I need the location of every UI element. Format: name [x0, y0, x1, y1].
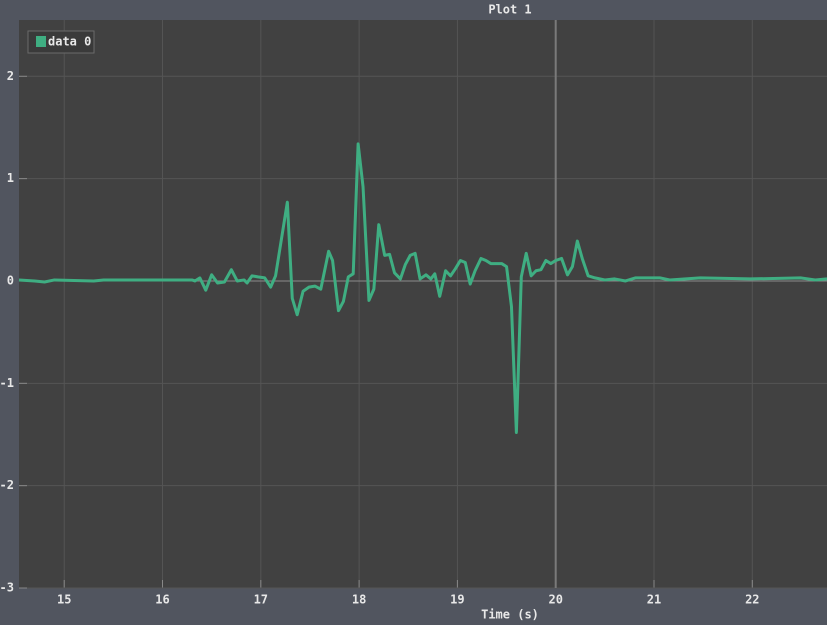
x-tick-label: 17 — [254, 593, 268, 607]
legend-label: data 0 — [48, 35, 91, 49]
y-tick-label: -2 — [0, 478, 14, 492]
x-tick-label: 20 — [548, 593, 562, 607]
chart-title: Plot 1 — [488, 3, 531, 17]
y-tick-label: 1 — [7, 171, 14, 185]
x-tick-label: 22 — [745, 593, 759, 607]
x-tick-label: 18 — [352, 593, 366, 607]
y-tick-label: -3 — [0, 581, 14, 595]
y-tick-label: -1 — [0, 376, 14, 390]
x-tick-label: 16 — [155, 593, 169, 607]
legend-swatch — [36, 36, 46, 47]
x-tick-label: 15 — [57, 593, 71, 607]
y-tick-label: 0 — [7, 273, 14, 287]
data-line — [18, 142, 827, 434]
plot-area — [19, 20, 827, 588]
x-tick-label: 19 — [450, 593, 464, 607]
x-tick-label: 21 — [647, 593, 661, 607]
y-tick-label: 2 — [7, 69, 14, 83]
x-axis-label: Time (s) — [481, 608, 539, 622]
